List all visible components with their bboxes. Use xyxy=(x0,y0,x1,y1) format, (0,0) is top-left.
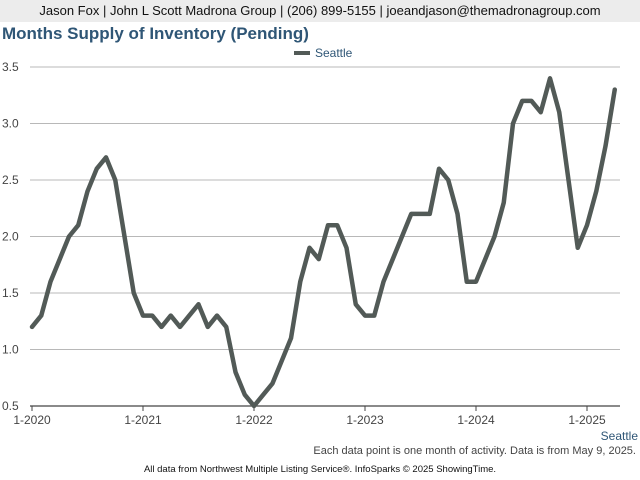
data-point xyxy=(410,213,412,215)
data-point xyxy=(216,315,218,317)
data-point xyxy=(558,111,560,113)
data-point xyxy=(512,122,514,125)
data-point xyxy=(225,326,227,328)
x-tick-label: 1-2020 xyxy=(13,413,51,427)
data-point xyxy=(299,281,301,283)
data-point xyxy=(133,292,135,294)
header-contact: Jason Fox | John L Scott Madrona Group |… xyxy=(0,0,640,22)
data-point xyxy=(549,77,551,79)
data-point xyxy=(271,382,274,384)
x-tick-label: 1-2022 xyxy=(235,413,273,427)
data-point xyxy=(188,315,190,317)
data-point xyxy=(253,405,255,407)
data-point xyxy=(604,145,607,147)
data-point xyxy=(327,224,329,226)
data-point xyxy=(521,100,523,102)
data-point xyxy=(595,190,597,192)
data-point xyxy=(484,258,486,260)
x-axis: 1-2020 1-2021 1-2022 1-2023 1-2024 1-2025 xyxy=(13,405,620,427)
data-point xyxy=(142,315,144,317)
series-group xyxy=(29,76,617,409)
data-point xyxy=(345,247,348,249)
x-tick-label: 1-2021 xyxy=(124,413,162,427)
y-axis-ticks: 0.5 1.0 1.5 2.0 2.5 3.0 3.5 xyxy=(2,60,19,413)
data-point xyxy=(373,315,375,317)
data-point xyxy=(530,100,533,102)
data-point xyxy=(614,89,616,91)
data-point xyxy=(59,258,61,260)
data-point xyxy=(281,360,283,362)
y-tick-label: 1.5 xyxy=(2,286,19,300)
data-point xyxy=(123,235,126,238)
data-point xyxy=(567,179,570,181)
data-point xyxy=(503,202,505,204)
data-point xyxy=(234,371,237,373)
data-point xyxy=(336,224,338,226)
grid-lines xyxy=(30,66,620,350)
data-point xyxy=(456,213,459,215)
data-point xyxy=(364,315,366,317)
data-point xyxy=(114,179,116,181)
chart-legend[interactable]: Seattle xyxy=(294,46,352,60)
data-point xyxy=(540,111,542,113)
data-point xyxy=(401,235,403,238)
y-tick-label: 2.5 xyxy=(2,173,19,187)
legend-swatch xyxy=(294,51,310,55)
data-point xyxy=(160,326,163,328)
series-line-seattle xyxy=(29,76,617,409)
data-point xyxy=(179,326,181,328)
data-point xyxy=(105,156,107,158)
data-point xyxy=(382,281,385,283)
data-point xyxy=(438,168,440,170)
data-point xyxy=(68,235,70,238)
data-point xyxy=(244,394,246,396)
data-point xyxy=(77,224,79,226)
data-point xyxy=(355,303,357,305)
data-point xyxy=(262,394,264,396)
data-point xyxy=(447,179,449,181)
data-point xyxy=(197,303,200,305)
x-tick-label: 1-2023 xyxy=(346,413,384,427)
y-tick-label: 3.5 xyxy=(2,60,19,74)
data-point xyxy=(49,281,52,283)
y-tick-label: 2.0 xyxy=(2,230,19,244)
data-point xyxy=(96,168,98,170)
data-point xyxy=(586,224,588,226)
x-tick-label: 1-2024 xyxy=(457,413,495,427)
data-point xyxy=(493,235,496,238)
y-tick-label: 3.0 xyxy=(2,117,19,131)
series-end-label: Seattle xyxy=(600,429,638,443)
y-tick-label: 1.0 xyxy=(2,343,19,357)
legend-label: Seattle xyxy=(315,46,353,60)
data-point xyxy=(577,247,579,249)
data-point xyxy=(429,213,431,215)
activity-note: Each data point is one month of activity… xyxy=(313,445,636,457)
data-point xyxy=(475,281,477,283)
x-tick-label: 1-2025 xyxy=(568,413,606,427)
data-point xyxy=(290,337,292,339)
data-point xyxy=(207,326,209,328)
data-point xyxy=(392,258,394,260)
y-tick-label: 0.5 xyxy=(2,399,19,413)
data-point xyxy=(466,281,468,283)
data-point xyxy=(151,315,153,317)
data-point xyxy=(419,213,422,215)
source-footer: All data from Northwest Multiple Listing… xyxy=(143,464,497,475)
data-point xyxy=(170,315,172,317)
data-point xyxy=(40,315,42,317)
data-point xyxy=(318,258,320,260)
data-point xyxy=(31,326,33,328)
data-point xyxy=(308,247,311,249)
chart-title: Months Supply of Inventory (Pending) xyxy=(2,24,309,43)
data-point xyxy=(86,190,89,192)
